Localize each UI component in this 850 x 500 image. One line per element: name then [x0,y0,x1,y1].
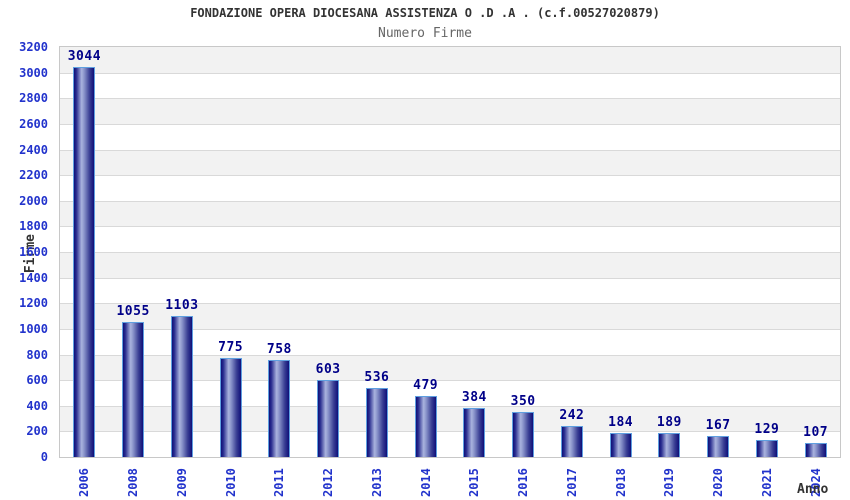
y-tick-label: 1600 [19,245,48,259]
bar-value-label: 479 [413,378,439,393]
gridline [60,123,840,125]
bar-value-label: 758 [266,342,292,357]
gridline [60,72,840,74]
bar-2012 [317,380,340,457]
x-tick-label: 2015 [467,468,482,497]
gridline [60,303,840,305]
gridline [60,226,840,228]
plot-band [60,149,840,176]
plot-band [60,123,840,150]
y-tick-label: 400 [26,398,48,413]
plot-area: 3044 1055 1103 775 758 603 536 479 384 350 242 184 1… [59,46,841,458]
x-tick-label: 2010 [223,468,238,497]
plot-band [60,226,840,252]
bar-value-label: 242 [559,408,585,423]
bar-value-label: 1055 [116,304,150,319]
y-tick-label: 3200 [19,40,48,54]
gridline [60,380,840,382]
chart-title: FONDAZIONE OPERA DIOCESANA ASSISTENZA O … [190,6,660,20]
x-tick-label: 2006 [77,468,92,497]
y-tick-label: 1800 [19,219,48,234]
x-tick-label: 2016 [516,468,531,497]
bar-value-label: 1103 [165,298,199,313]
x-tick-label: 2011 [272,468,287,497]
plot-band [60,252,840,278]
x-tick-label: 2019 [662,468,677,497]
bar-value-label: 775 [218,340,244,355]
y-tick-label: 1400 [19,270,48,285]
gridline [60,354,840,356]
bar-2020 [707,436,730,457]
y-tick-label: 2400 [19,142,48,157]
x-tick-label: 2017 [564,468,579,497]
y-tick-label: 800 [26,347,48,362]
plot-band [60,175,840,201]
x-tick-label: 2008 [126,468,141,497]
bar-value-label: 384 [461,390,487,405]
bar-2011 [268,360,291,457]
x-axis-title: Anno [797,482,829,497]
x-tick-label: 2020 [711,468,726,497]
y-tick-label: 1200 [19,296,48,311]
x-tick-label: 2014 [418,468,433,497]
bar-2006 [73,67,96,457]
bar-2008 [122,322,145,457]
bar-value-label: 167 [705,418,731,433]
bar-2013 [365,388,388,457]
bar-2014 [414,396,437,457]
bar-value-label: 107 [803,425,829,440]
y-tick-label: 2200 [19,168,48,183]
gridline [60,277,840,279]
y-tick-label: 3000 [19,65,48,80]
bar-2015 [463,408,486,457]
plot-band [60,200,840,227]
bar-2024 [804,443,827,457]
bar-2009 [170,316,193,457]
plot-band [60,98,840,124]
y-tick-label: 2000 [19,193,48,208]
x-tick-label: 2012 [321,468,336,497]
y-tick-label: 1000 [19,321,48,336]
chart-subtitle: Numero Firme [378,26,472,41]
bar-value-label: 350 [510,394,536,409]
x-tick-label: 2021 [759,468,774,497]
plot-band [60,277,840,304]
y-tick-label: 0 [40,450,48,464]
bar-2016 [512,412,535,457]
gridline [60,431,840,433]
bar-value-label: 189 [656,415,682,430]
x-tick-label: 2009 [174,468,189,497]
bar-2018 [609,433,632,457]
gridline [60,149,840,151]
bar-value-label: 3044 [67,49,102,64]
y-tick-label: 2800 [19,91,48,106]
bar-2019 [658,433,681,457]
y-tick-label: 600 [26,373,48,388]
bar-value-label: 603 [315,362,341,377]
bar-2021 [755,440,778,457]
bar-2017 [560,426,583,457]
bar-2010 [219,358,242,457]
gridline [60,328,840,330]
gridline [60,405,840,407]
bar-value-label: 129 [754,422,780,437]
bar-value-label: 184 [608,415,634,430]
y-tick-label: 200 [26,424,48,439]
plot-band [60,47,840,73]
bar-value-label: 536 [364,370,390,385]
x-tick-label: 2018 [613,468,628,497]
gridline [60,98,840,100]
x-tick-label: 2013 [369,468,384,497]
y-tick-label: 2600 [19,116,48,131]
gridline [60,200,840,202]
gridline [60,175,840,177]
plot-band [60,72,840,99]
gridline [60,252,840,253]
